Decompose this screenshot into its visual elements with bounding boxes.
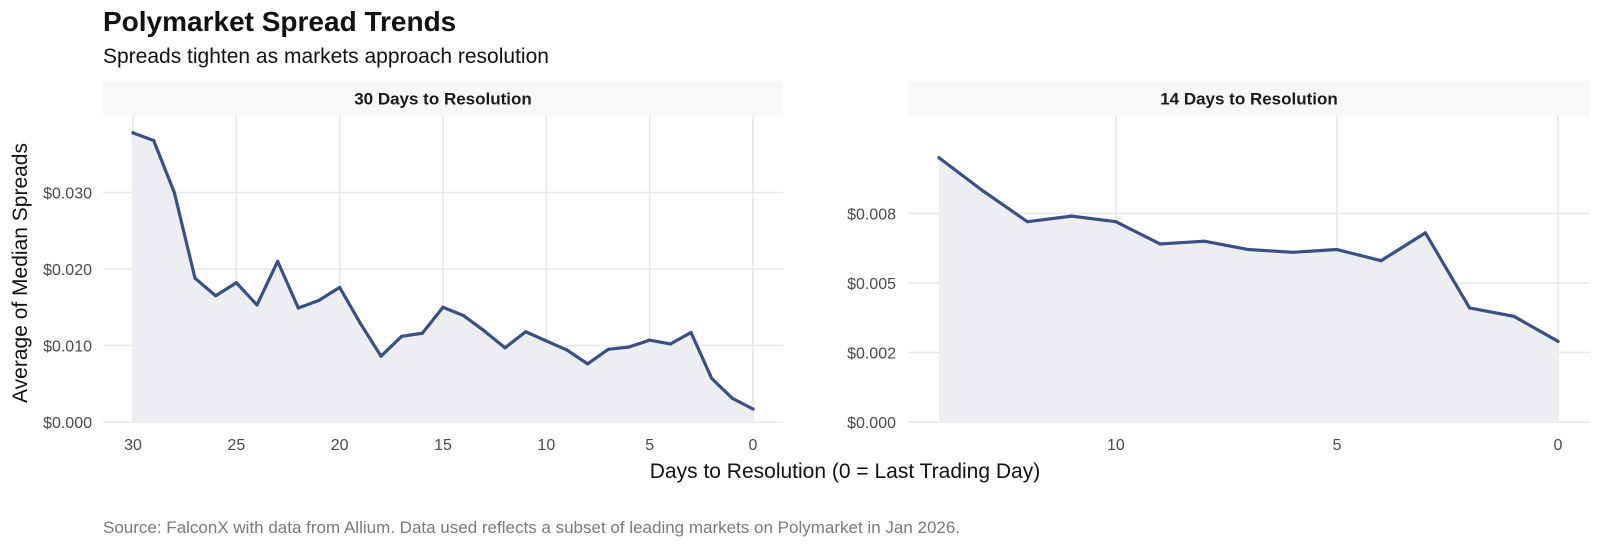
x-tick-label: 30 (124, 437, 142, 454)
source-caption: Source: FalconX with data from Allium. D… (103, 518, 961, 537)
panel-strip (908, 81, 1590, 116)
panel-1: 30 Days to Resolution $0.000 $0.010 $0.020 $… (43, 81, 783, 454)
data-point (981, 189, 985, 193)
data-point (524, 330, 528, 334)
data-point (214, 294, 218, 298)
x-tick-label: 10 (1107, 437, 1125, 454)
data-point (1556, 339, 1560, 343)
x-tick-label: 25 (227, 437, 245, 454)
y-tick-label: $0.008 (847, 206, 896, 223)
data-point (1025, 220, 1030, 224)
data-point (710, 376, 714, 380)
panel-2: 14 Days to Resolution $0.000 $0.002 $0.005 $… (847, 81, 1590, 454)
x-tick-label: 0 (1554, 437, 1563, 454)
y-tick-label: $0.002 (847, 345, 896, 362)
data-point (441, 305, 445, 309)
x-tick-label: 10 (537, 437, 555, 454)
x-tick-label: 20 (331, 437, 349, 454)
chart-subtitle: Spreads tighten as markets approach reso… (103, 45, 549, 68)
data-point (400, 334, 404, 338)
data-point (1423, 231, 1427, 235)
panel-strip (103, 81, 783, 116)
data-point (317, 298, 321, 302)
panel-title: 14 Days to Resolution (1160, 90, 1338, 109)
data-point (668, 342, 672, 346)
y-tick-label: $0.005 (847, 276, 896, 293)
data-point (172, 190, 176, 195)
y-axis-label: Average of Median Spreads (9, 143, 32, 403)
data-point (1467, 306, 1472, 310)
series-area (939, 157, 1558, 422)
y-tick-label: $0.020 (43, 262, 92, 279)
x-tick-label: 15 (434, 437, 452, 454)
data-point (193, 276, 197, 280)
data-point (1335, 247, 1339, 252)
data-point (1246, 247, 1251, 252)
data-point (544, 339, 548, 343)
data-point (1202, 239, 1206, 243)
y-tick-label: $0.000 (43, 415, 92, 432)
data-point (296, 306, 300, 310)
data-point (1379, 259, 1383, 263)
data-point (586, 362, 590, 366)
data-point (937, 156, 941, 160)
data-point (379, 354, 383, 358)
data-point (276, 259, 280, 263)
data-point (255, 303, 259, 307)
data-point (1158, 242, 1162, 246)
data-point (565, 348, 569, 352)
x-tick-label: 5 (1332, 437, 1341, 454)
y-tick-label: $0.000 (847, 415, 896, 432)
data-point (234, 281, 238, 285)
data-point (482, 329, 486, 333)
data-point (730, 396, 734, 400)
x-tick-label: 0 (749, 437, 758, 454)
x-axis-label: Days to Resolution (0 = Last Trading Day… (650, 460, 1040, 483)
series-area (133, 132, 753, 422)
data-point (1114, 220, 1118, 224)
x-tick-label: 5 (645, 437, 654, 454)
y-tick-label: $0.030 (43, 186, 92, 203)
data-point (152, 138, 156, 143)
y-tick-label: $0.010 (43, 339, 92, 356)
data-point (1512, 314, 1516, 318)
data-point (648, 338, 652, 342)
data-point (1291, 250, 1295, 254)
data-point (420, 331, 424, 335)
chart-title: Polymarket Spread Trends (103, 6, 457, 37)
data-point (1070, 214, 1074, 218)
data-point (338, 285, 342, 289)
data-point (751, 407, 755, 411)
data-point (358, 321, 362, 325)
data-point (606, 347, 610, 351)
data-point (627, 345, 631, 349)
data-point (131, 131, 135, 135)
data-point (462, 314, 466, 318)
panel-title: 30 Days to Resolution (354, 90, 532, 109)
data-point (689, 330, 693, 335)
data-point (503, 346, 507, 350)
